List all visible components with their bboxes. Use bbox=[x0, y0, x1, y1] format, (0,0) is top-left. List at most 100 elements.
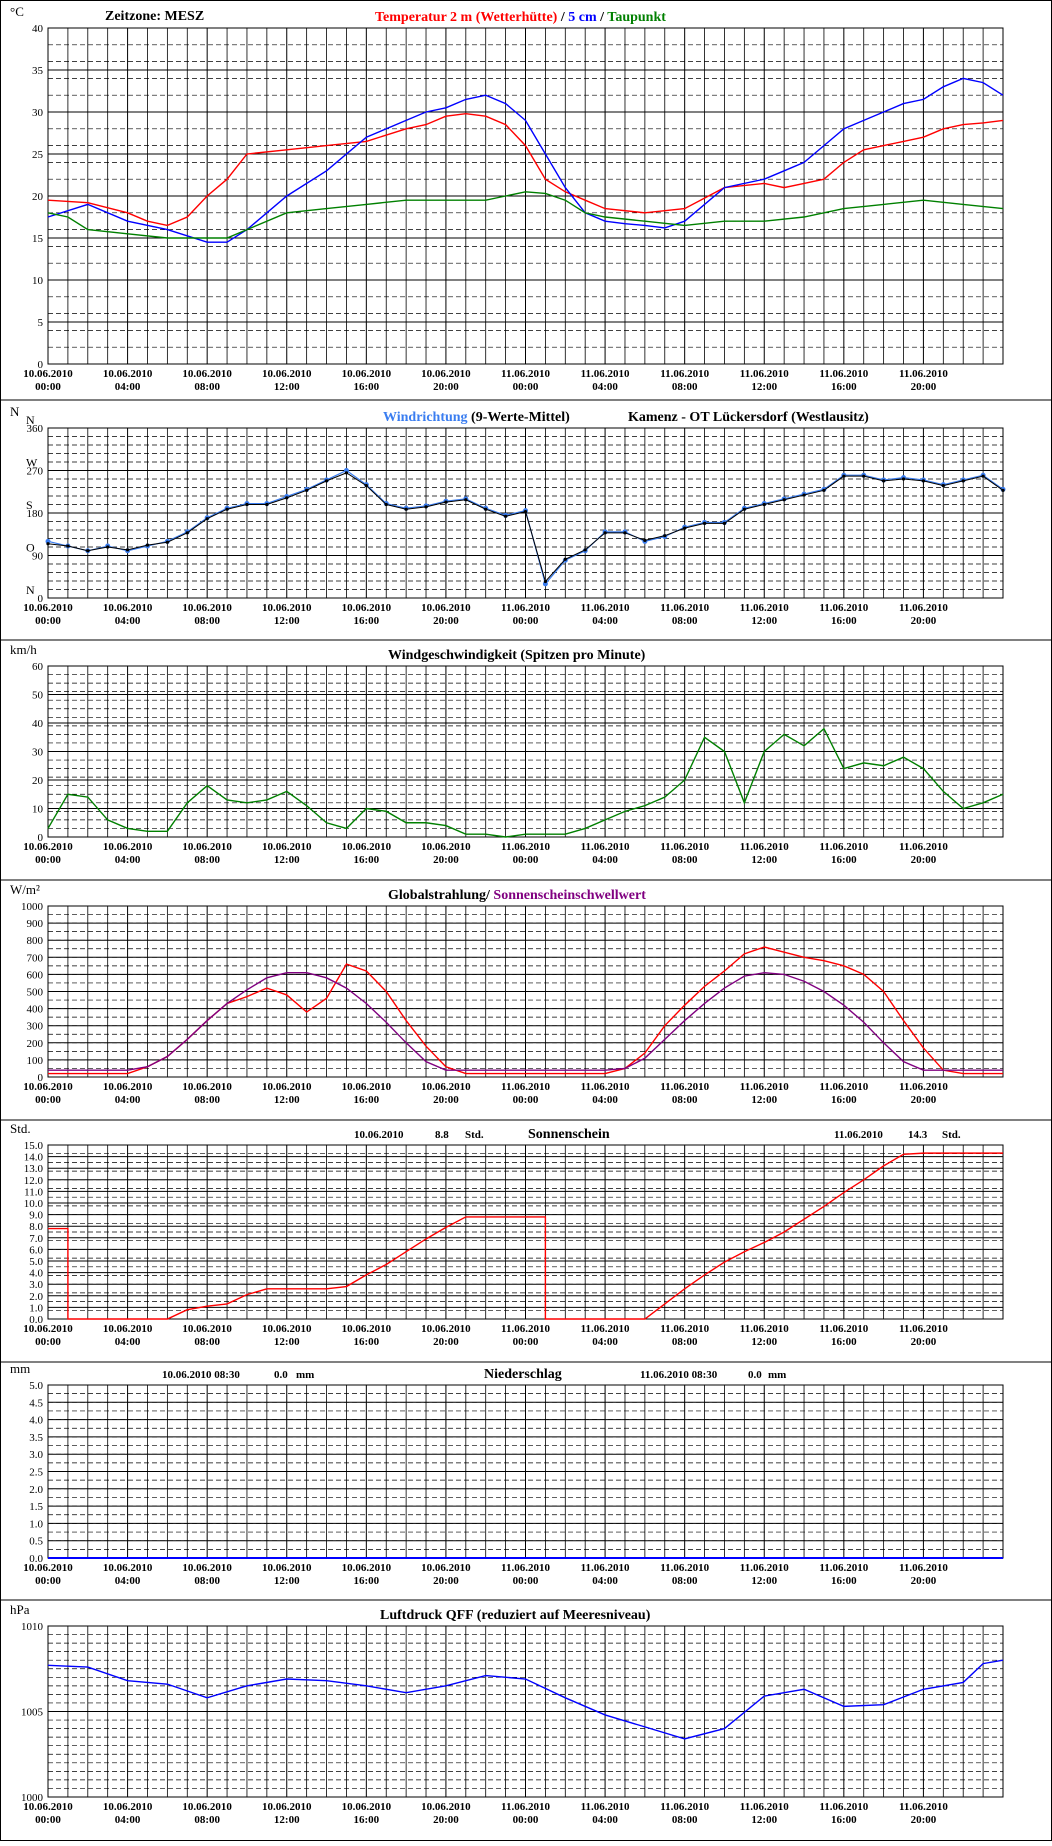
windspeed-xtick-date: 10.06.2010 bbox=[262, 841, 312, 853]
sunshine-ytick-label: 9.0 bbox=[29, 1210, 43, 1222]
radiation-xtick-date: 10.06.2010 bbox=[342, 1081, 392, 1093]
temp-ytick-label: 0 bbox=[38, 359, 44, 371]
radiation-ytick-label: 400 bbox=[27, 1004, 44, 1016]
precip-unit-label: mm bbox=[10, 1361, 30, 1376]
sunshine-xtick-time: 04:00 bbox=[115, 1336, 141, 1348]
windspeed-title-part: Windgeschwindigkeit (Spitzen pro Minute) bbox=[388, 648, 646, 663]
sunshine-series-0 bbox=[48, 1152, 1003, 1320]
pressure-ytick-label: 1000 bbox=[21, 1792, 44, 1804]
windspeed-xtick-date: 11.06.2010 bbox=[899, 841, 948, 853]
temp-xtick-time: 04:00 bbox=[592, 381, 618, 393]
winddir-panel: 09018027036010.06.201000:0010.06.201004:… bbox=[10, 404, 1006, 627]
precip-summary-date: 11.06.2010 08:30 bbox=[640, 1369, 718, 1381]
temp-xtick-date: 10.06.2010 bbox=[342, 368, 392, 380]
sunshine-xtick-time: 00:00 bbox=[35, 1336, 61, 1348]
windspeed-xtick-date: 10.06.2010 bbox=[23, 841, 73, 853]
temp-xtick-date: 10.06.2010 bbox=[262, 368, 312, 380]
winddir-xtick-date: 11.06.2010 bbox=[501, 602, 550, 614]
winddir-xtick-time: 20:00 bbox=[911, 615, 937, 627]
temp-xtick-time: 16:00 bbox=[353, 381, 379, 393]
pressure-xtick-date: 11.06.2010 bbox=[501, 1801, 550, 1813]
sunshine-ytick-label: 11.0 bbox=[24, 1186, 43, 1198]
precip-summary-value: 0.0 bbox=[274, 1369, 288, 1381]
windspeed-xtick-time: 12:00 bbox=[751, 854, 777, 866]
precip-xtick-time: 20:00 bbox=[911, 1575, 937, 1587]
pressure-xtick-time: 00:00 bbox=[35, 1814, 61, 1826]
temp-title: Temperatur 2 m (Wetterhütte) / 5 cm / Ta… bbox=[375, 10, 666, 25]
precip-ytick-label: 4.5 bbox=[29, 1397, 43, 1409]
pressure-xtick-time: 12:00 bbox=[274, 1814, 300, 1826]
winddir-compass-label: N bbox=[26, 413, 35, 427]
sunshine-xtick-time: 00:00 bbox=[513, 1336, 539, 1348]
radiation-ytick-label: 1000 bbox=[21, 901, 44, 913]
winddir-xtick-time: 08:00 bbox=[194, 615, 220, 627]
sunshine-xtick-time: 08:00 bbox=[672, 1336, 698, 1348]
radiation-ytick-label: 300 bbox=[27, 1021, 44, 1033]
winddir-xtick-time: 04:00 bbox=[115, 615, 141, 627]
sunshine-xtick-time: 16:00 bbox=[353, 1336, 379, 1348]
pressure-xtick-time: 16:00 bbox=[353, 1814, 379, 1826]
temp-ytick-label: 35 bbox=[32, 65, 44, 77]
precip-xtick-date: 11.06.2010 bbox=[660, 1562, 709, 1574]
pressure-xtick-time: 04:00 bbox=[115, 1814, 141, 1826]
radiation-xtick-time: 16:00 bbox=[831, 1094, 857, 1106]
windspeed-unit-label: km/h bbox=[10, 642, 37, 657]
winddir-xtick-time: 12:00 bbox=[274, 615, 300, 627]
temp-title-part: 5 cm bbox=[568, 10, 597, 25]
temp-xtick-time: 12:00 bbox=[274, 381, 300, 393]
precip-xtick-time: 04:00 bbox=[592, 1575, 618, 1587]
temp-xtick-date: 11.06.2010 bbox=[819, 368, 868, 380]
temp-xtick-date: 10.06.2010 bbox=[23, 368, 73, 380]
sunshine-xtick-date: 11.06.2010 bbox=[660, 1323, 709, 1335]
sunshine-summary-unit: Std. bbox=[465, 1129, 484, 1141]
winddir-xtick-time: 16:00 bbox=[353, 615, 379, 627]
sunshine-xtick-time: 08:00 bbox=[194, 1336, 220, 1348]
precip-ytick-label: 3.0 bbox=[29, 1449, 43, 1461]
winddir-xtick-date: 10.06.2010 bbox=[262, 602, 312, 614]
radiation-xtick-time: 20:00 bbox=[433, 1094, 459, 1106]
precip-ytick-label: 2.0 bbox=[29, 1484, 43, 1496]
sunshine-xtick-time: 20:00 bbox=[433, 1336, 459, 1348]
winddir-xtick-time: 00:00 bbox=[35, 615, 61, 627]
radiation-xtick-time: 08:00 bbox=[672, 1094, 698, 1106]
pressure-xtick-time: 08:00 bbox=[194, 1814, 220, 1826]
temp-ytick-label: 20 bbox=[32, 191, 44, 203]
pressure-title: Luftdruck QFF (reduziert auf Meeresnivea… bbox=[380, 1608, 651, 1623]
winddir-xtick-time: 16:00 bbox=[831, 615, 857, 627]
pressure-xtick-time: 12:00 bbox=[751, 1814, 777, 1826]
sunshine-ytick-label: 15.0 bbox=[24, 1140, 44, 1152]
sunshine-ytick-label: 12.0 bbox=[24, 1175, 44, 1187]
precip-xtick-time: 16:00 bbox=[831, 1575, 857, 1587]
winddir-xtick-date: 10.06.2010 bbox=[342, 602, 392, 614]
winddir-xtick-date: 10.06.2010 bbox=[421, 602, 471, 614]
pressure-xtick-date: 10.06.2010 bbox=[23, 1801, 73, 1813]
sunshine-ytick-label: 7.0 bbox=[29, 1233, 43, 1245]
sunshine-summary-date: 10.06.2010 bbox=[354, 1129, 404, 1141]
radiation-xtick-date: 11.06.2010 bbox=[740, 1081, 789, 1093]
precip-xtick-date: 10.06.2010 bbox=[23, 1562, 73, 1574]
winddir-ytick-label: 270 bbox=[27, 466, 44, 478]
radiation-xtick-date: 11.06.2010 bbox=[501, 1081, 550, 1093]
sunshine-xtick-date: 11.06.2010 bbox=[819, 1323, 868, 1335]
pressure-ytick-label: 1005 bbox=[21, 1707, 44, 1719]
sunshine-xtick-date: 10.06.2010 bbox=[262, 1323, 312, 1335]
radiation-xtick-date: 10.06.2010 bbox=[182, 1081, 232, 1093]
radiation-xtick-date: 11.06.2010 bbox=[660, 1081, 709, 1093]
winddir-xtick-date: 11.06.2010 bbox=[819, 602, 868, 614]
sunshine-xtick-date: 10.06.2010 bbox=[103, 1323, 153, 1335]
radiation-xtick-time: 00:00 bbox=[513, 1094, 539, 1106]
temp-xtick-date: 11.06.2010 bbox=[740, 368, 789, 380]
sunshine-ytick-label: 3.0 bbox=[29, 1279, 43, 1291]
sunshine-xtick-date: 10.06.2010 bbox=[421, 1323, 471, 1335]
precip-xtick-time: 12:00 bbox=[751, 1575, 777, 1587]
pressure-xtick-date: 11.06.2010 bbox=[819, 1801, 868, 1813]
sunshine-xtick-time: 04:00 bbox=[592, 1336, 618, 1348]
precip-ytick-label: 4.0 bbox=[29, 1415, 43, 1427]
temp-ytick-label: 30 bbox=[32, 107, 44, 119]
radiation-xtick-date: 11.06.2010 bbox=[899, 1081, 948, 1093]
radiation-title-part: Sonnenscheinschwellwert bbox=[493, 888, 646, 903]
sunshine-ytick-label: 6.0 bbox=[29, 1244, 43, 1256]
radiation-xtick-time: 04:00 bbox=[592, 1094, 618, 1106]
precip-xtick-time: 12:00 bbox=[274, 1575, 300, 1587]
precip-panel: 0.0 0.5 1.0 1.5 2.0 2.5 3.0 3.5 4.0 4.5 5.0 10.06.2… bbox=[10, 1361, 1004, 1587]
